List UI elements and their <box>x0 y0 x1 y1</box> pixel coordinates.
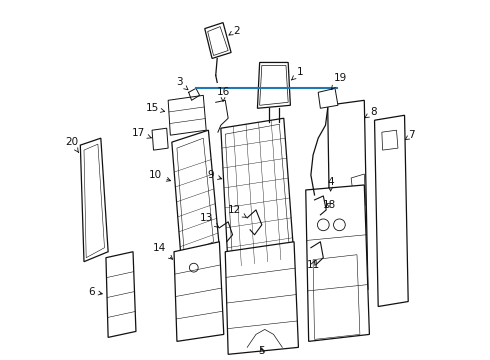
Polygon shape <box>84 144 104 258</box>
Polygon shape <box>152 128 168 150</box>
Polygon shape <box>80 138 108 262</box>
Text: 4: 4 <box>327 177 334 191</box>
Polygon shape <box>225 124 290 262</box>
Polygon shape <box>260 66 288 105</box>
Text: 9: 9 <box>207 170 222 180</box>
Text: 7: 7 <box>405 130 415 140</box>
Polygon shape <box>306 185 369 341</box>
Polygon shape <box>318 88 338 108</box>
Text: 11: 11 <box>306 260 319 270</box>
Text: 18: 18 <box>322 200 336 210</box>
Text: 1: 1 <box>292 67 303 80</box>
Polygon shape <box>106 252 136 337</box>
Text: 3: 3 <box>176 77 188 90</box>
Polygon shape <box>257 62 291 108</box>
Polygon shape <box>208 27 228 55</box>
Polygon shape <box>205 23 231 58</box>
Text: 15: 15 <box>146 103 165 113</box>
Text: 6: 6 <box>88 287 102 297</box>
Text: 20: 20 <box>65 137 78 152</box>
Text: 17: 17 <box>132 128 151 138</box>
Text: 19: 19 <box>331 73 347 89</box>
Text: 12: 12 <box>227 205 246 217</box>
Text: 8: 8 <box>365 107 376 118</box>
Polygon shape <box>225 242 298 354</box>
Text: 16: 16 <box>217 87 230 102</box>
Polygon shape <box>328 100 368 294</box>
Polygon shape <box>174 242 224 341</box>
Polygon shape <box>382 130 398 150</box>
Polygon shape <box>374 115 408 306</box>
Text: 10: 10 <box>148 170 171 181</box>
Text: 13: 13 <box>199 213 219 227</box>
Polygon shape <box>351 174 366 208</box>
Text: 14: 14 <box>153 243 172 259</box>
Polygon shape <box>168 95 206 135</box>
Text: 5: 5 <box>259 346 265 356</box>
Polygon shape <box>177 138 214 255</box>
Text: 2: 2 <box>229 26 240 36</box>
Polygon shape <box>172 130 220 262</box>
Polygon shape <box>313 255 360 339</box>
Polygon shape <box>221 118 294 268</box>
